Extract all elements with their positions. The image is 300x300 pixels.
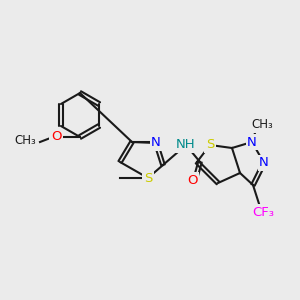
Text: O: O: [187, 173, 197, 187]
Text: NH: NH: [176, 139, 196, 152]
Text: CF₃: CF₃: [252, 206, 274, 218]
Text: N: N: [259, 157, 269, 169]
Text: O: O: [51, 130, 61, 143]
Text: N: N: [247, 136, 257, 148]
Text: CH₃: CH₃: [14, 134, 36, 146]
Text: S: S: [206, 139, 214, 152]
Text: S: S: [144, 172, 152, 184]
Text: CH₃: CH₃: [251, 118, 273, 131]
Text: N: N: [151, 136, 161, 149]
